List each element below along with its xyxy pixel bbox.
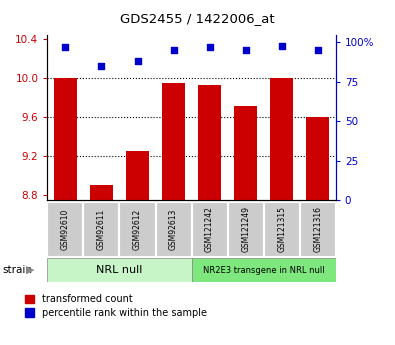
FancyBboxPatch shape	[192, 202, 228, 257]
Text: GSM121316: GSM121316	[313, 206, 322, 253]
Point	[170, 48, 177, 53]
FancyBboxPatch shape	[83, 202, 120, 257]
FancyBboxPatch shape	[156, 202, 192, 257]
Point	[243, 48, 249, 53]
Text: NRL null: NRL null	[96, 265, 143, 275]
Bar	[306, 117, 329, 200]
Text: GSM92610: GSM92610	[61, 209, 70, 250]
Text: GSM121242: GSM121242	[205, 207, 214, 252]
FancyBboxPatch shape	[120, 202, 156, 257]
Point	[314, 48, 321, 53]
FancyBboxPatch shape	[228, 202, 264, 257]
Point	[207, 45, 213, 50]
Bar	[198, 85, 221, 200]
Bar	[54, 78, 77, 200]
Text: GSM121315: GSM121315	[277, 206, 286, 253]
Text: ▶: ▶	[26, 265, 34, 275]
FancyBboxPatch shape	[47, 258, 192, 282]
Bar	[126, 151, 149, 200]
Text: strain: strain	[2, 265, 32, 275]
Point	[98, 63, 105, 69]
Bar	[162, 83, 185, 200]
FancyBboxPatch shape	[47, 202, 83, 257]
Text: GSM92611: GSM92611	[97, 209, 106, 250]
Text: GSM92613: GSM92613	[169, 209, 178, 250]
Text: NR2E3 transgene in NRL null: NR2E3 transgene in NRL null	[203, 266, 324, 275]
Bar	[270, 78, 293, 200]
Text: GDS2455 / 1422006_at: GDS2455 / 1422006_at	[120, 12, 275, 25]
Text: GSM121249: GSM121249	[241, 206, 250, 253]
Point	[134, 59, 141, 64]
FancyBboxPatch shape	[300, 202, 336, 257]
Bar	[90, 186, 113, 200]
Bar	[234, 106, 258, 200]
FancyBboxPatch shape	[264, 202, 300, 257]
Point	[62, 45, 69, 50]
FancyBboxPatch shape	[192, 258, 336, 282]
Legend: transformed count, percentile rank within the sample: transformed count, percentile rank withi…	[24, 294, 207, 318]
Point	[278, 43, 285, 48]
Text: GSM92612: GSM92612	[133, 209, 142, 250]
